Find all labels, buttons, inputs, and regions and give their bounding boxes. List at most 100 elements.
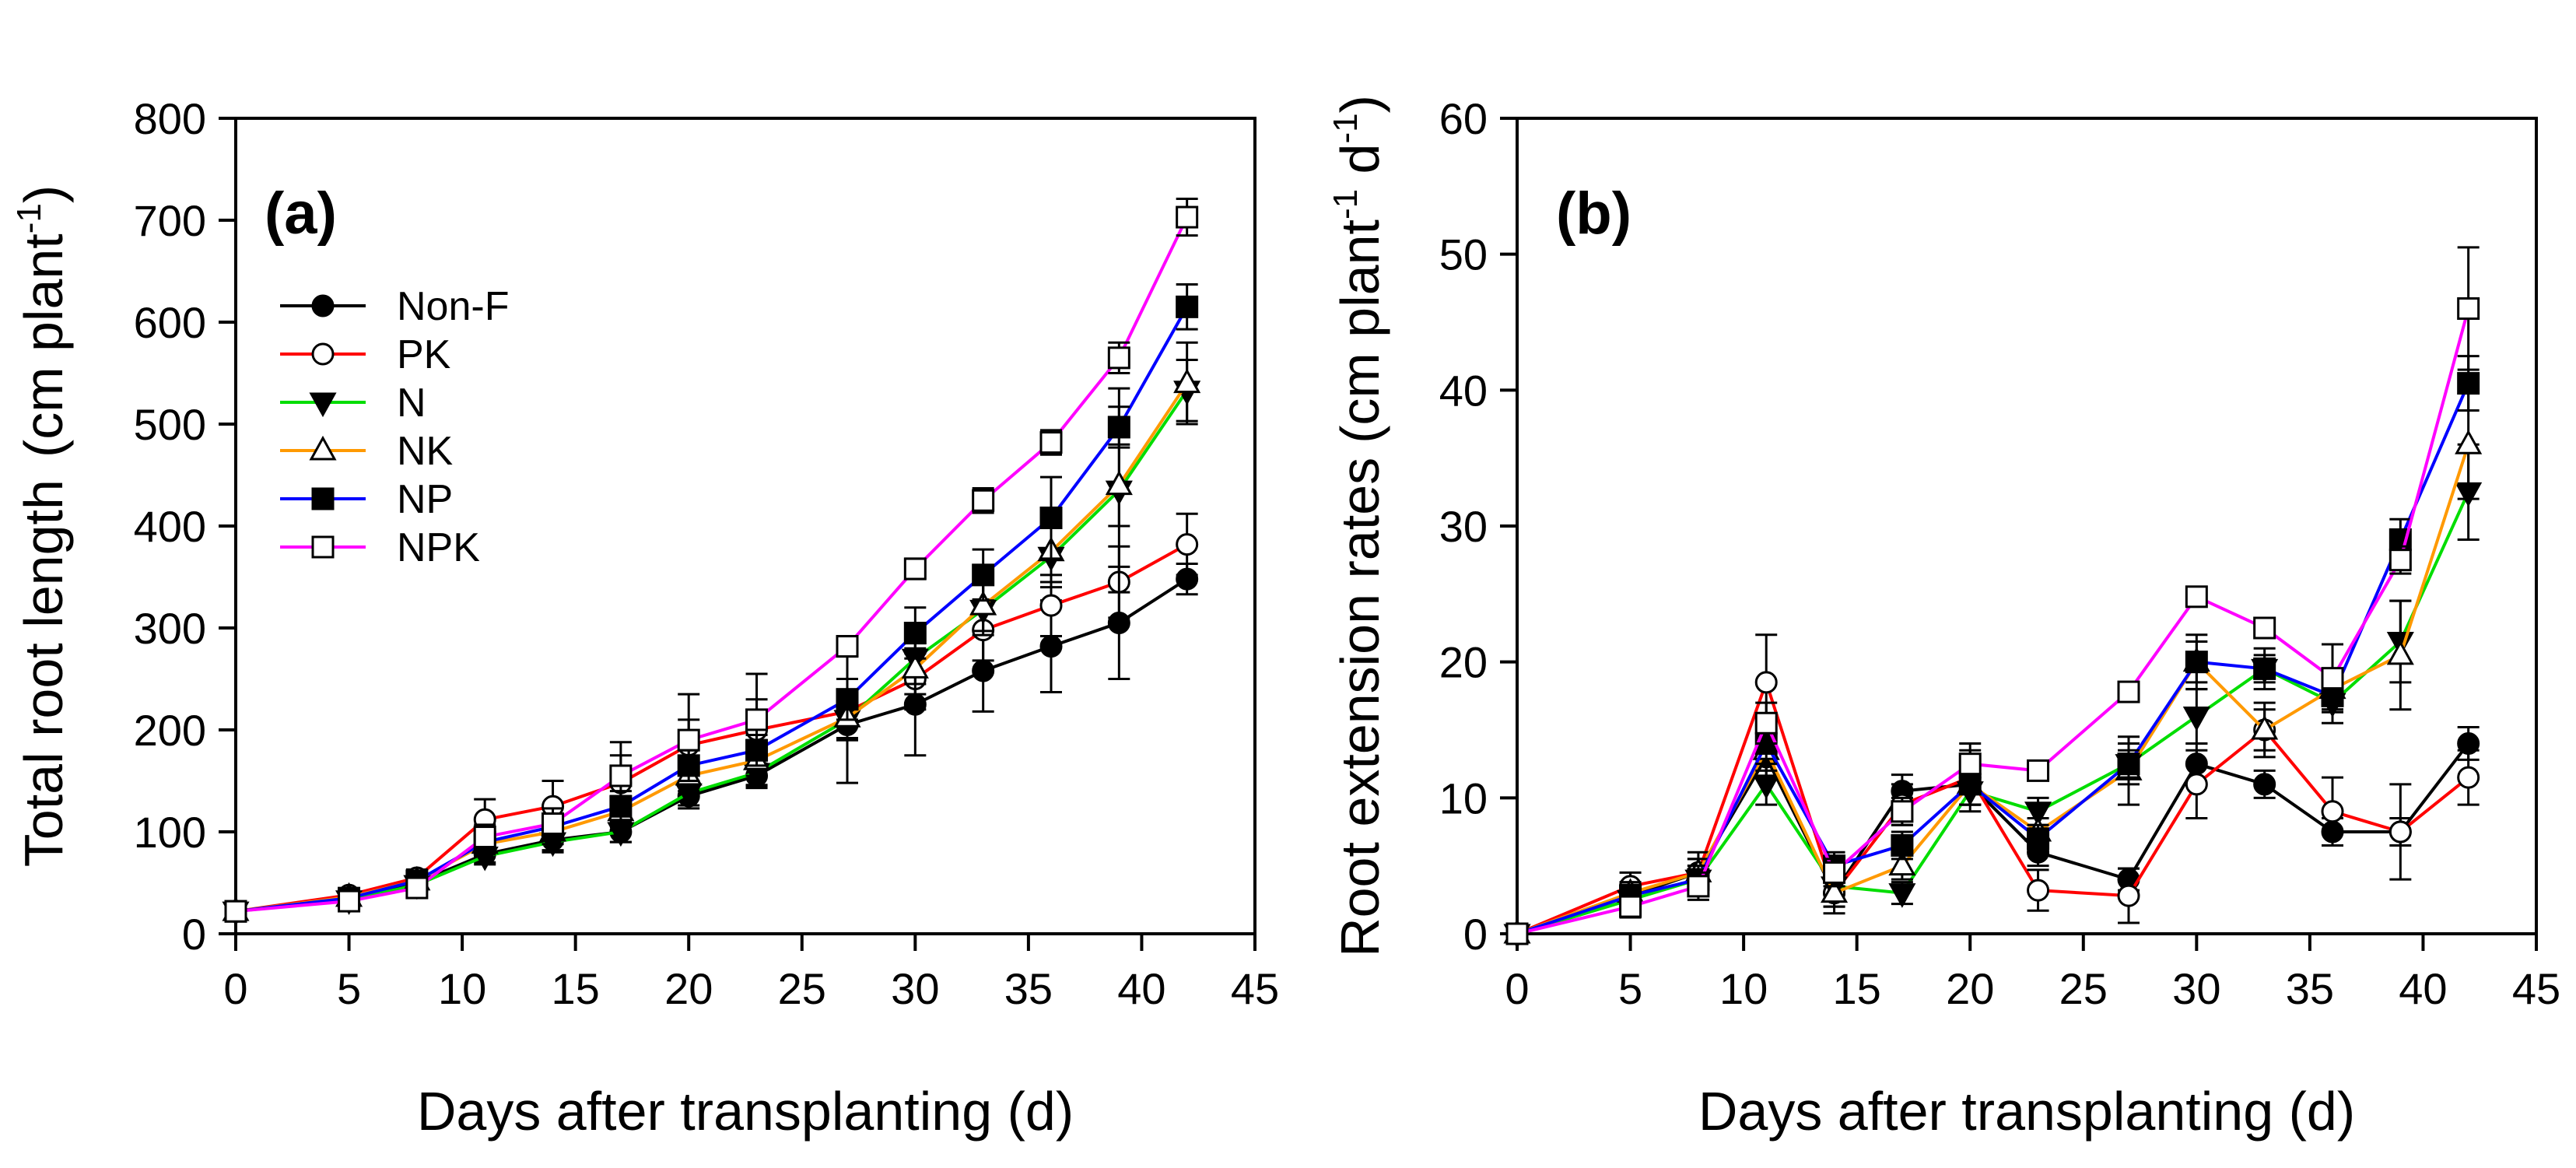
panel-a-x-tick-label: 5: [337, 964, 361, 1013]
legend-marker-non-f: [311, 294, 335, 317]
panel-a-point-np: [972, 563, 995, 587]
panel-b-point-n: [2182, 707, 2210, 731]
panel-a-point-np: [1039, 507, 1063, 530]
panel-b-point-npk: [1754, 711, 1778, 735]
panel-b-point-n: [1752, 774, 1780, 799]
panel-b-x-tick-label: 20: [1946, 964, 1994, 1013]
panel-b-point-npk: [1619, 895, 1642, 918]
panel-a-x-tick-label: 40: [1117, 964, 1165, 1013]
panel-b-point-np: [2457, 372, 2480, 395]
panel-b-point-npk: [1958, 752, 1982, 776]
legend-marker-np: [311, 487, 335, 510]
panel-a-point-np: [1107, 416, 1130, 439]
panel-b-point-np: [2117, 752, 2140, 776]
panel-b-point-non-f: [2253, 773, 2276, 796]
panel-b-x-tick-label: 15: [1833, 964, 1881, 1013]
panel-a-y-tick-label: 500: [134, 400, 206, 449]
panel-b-y-axis-title-exp2: -1: [1327, 113, 1365, 143]
panel-b-ticks: 0 5 10 15 20 25 30 35 40 45 0 10 20 30 40 50 60: [1439, 94, 2560, 1013]
legend-label-non-f: Non-F: [397, 284, 509, 329]
panel-a-point-npk: [745, 708, 769, 731]
panel-a-y-tick-label: 200: [134, 706, 206, 755]
panel-b-x-tick-label: 40: [2399, 964, 2447, 1013]
panel-b-series-line-pk: [1516, 677, 2469, 935]
panel-b-point-npk: [1687, 875, 1710, 898]
panel-b-point-pk: [2185, 773, 2208, 796]
panel-a-x-tick-label: 10: [438, 964, 486, 1013]
panel-b-point-npk: [2185, 585, 2208, 609]
panel-b-point-pk: [2457, 766, 2480, 789]
panel-b-point-npk: [2253, 616, 2276, 640]
panel-b-point-npk: [1823, 861, 1846, 884]
panel-a-y-tick-label: 600: [134, 298, 206, 347]
panel-b-x-axis-title: Days after transplanting (d): [1698, 1081, 2355, 1142]
panel-a-y-tick-label: 700: [134, 196, 206, 245]
panel-b-x-tick-label: 35: [2286, 964, 2334, 1013]
panel-b-point-npk: [1505, 922, 1529, 945]
legend-marker-npk: [311, 535, 335, 559]
panel-a-series-line-pk: [235, 542, 1188, 914]
panel-b-point-npk: [2117, 680, 2140, 703]
panel-a-y-tick-label: 800: [134, 94, 206, 143]
legend-label-n: N: [397, 381, 426, 426]
panel-b-point-npk: [2457, 297, 2480, 321]
panel-b-point-npk: [2027, 759, 2050, 782]
panel-b-point-np: [2185, 651, 2208, 674]
panel-b-point-pk: [2388, 820, 2412, 844]
panel-a-point-np: [609, 794, 633, 818]
panel-a-point-npk: [609, 764, 633, 787]
legend-marker-nk: [309, 435, 337, 461]
panel-b-point-npk: [2388, 549, 2412, 572]
panel-a-point-npk: [1107, 346, 1130, 370]
panel-a-plot-frame: [234, 117, 1256, 935]
panel-b-point-n: [2024, 801, 2052, 826]
panel-b-y-tick-label: 20: [1439, 638, 1488, 687]
legend-label-npk: NPK: [397, 525, 480, 570]
panel-a-point-npk: [903, 557, 927, 580]
panel-a-point-pk: [1039, 594, 1063, 617]
panel-a-point-np: [1176, 295, 1199, 318]
panel-a-y-tick-label: 0: [182, 910, 206, 959]
panel-b-series-npk: [1505, 246, 2480, 945]
panel-a-point-nk: [901, 654, 929, 679]
panel-b-y-tick-label: 30: [1439, 502, 1488, 551]
panel-a-y-tick-label: 100: [134, 808, 206, 857]
panel-a-point-npk: [405, 876, 429, 900]
panel-b-point-nk: [2455, 430, 2483, 454]
panel-a-point-nk: [1173, 368, 1201, 394]
panel-b-y-tick-label: 10: [1439, 773, 1488, 823]
panel-a-x-axis-title: Days after transplanting (d): [417, 1081, 1074, 1142]
panel-a-x-tick-label: 15: [552, 964, 600, 1013]
panel-a-x-tick-label: 45: [1231, 964, 1279, 1013]
panel-b-y-tick-label: 0: [1463, 910, 1488, 959]
panel-b-chart: 0 5 10 15 20 25 30 35 40 45 0 10 20 30 40 50 60 (b) Days…: [1327, 94, 2560, 1142]
panel-a-point-npk: [836, 635, 859, 658]
panel-b-x-tick-label: 10: [1719, 964, 1768, 1013]
panel-a-series-line-npk: [235, 216, 1189, 914]
panel-a-y-axis-title-close: ): [13, 185, 74, 203]
panel-b-point-np: [2253, 657, 2276, 680]
panel-b-label: (b): [1556, 181, 1631, 247]
panel-b-point-nk: [2251, 714, 2279, 740]
legend-label-np: NP: [397, 477, 453, 522]
panel-b-series: [1503, 246, 2483, 949]
panel-a-ticks: 0 5 10 15 20 25 30 35 40 45 0 100 200 300 400 500 600 700…: [134, 94, 1280, 1013]
panel-b-y-axis-title-d: d: [1330, 144, 1390, 189]
panel-a-series-line-non-f: [235, 577, 1188, 914]
panel-a-label: (a): [265, 181, 337, 247]
legend-label-nk: NK: [397, 429, 454, 474]
panel-a-y-tick-label: 300: [134, 604, 206, 653]
panel-a-point-npk: [1176, 205, 1199, 229]
panel-b-y-axis-title-close: ): [1330, 95, 1390, 113]
panel-a-point-nk: [1105, 470, 1133, 496]
panel-a-point-npk: [1039, 431, 1063, 454]
panel-b-y-tick-label: 60: [1439, 94, 1488, 143]
panel-a-point-npk: [677, 728, 700, 752]
panel-a-series-line-np: [235, 306, 1189, 914]
panel-b-x-tick-label: 5: [1618, 964, 1642, 1013]
panel-b-point-npk: [2321, 667, 2344, 690]
panel-a-point-npk: [473, 826, 496, 849]
panel-b-series-line-np: [1516, 382, 2470, 935]
panel-b-point-npk: [1891, 800, 1914, 823]
